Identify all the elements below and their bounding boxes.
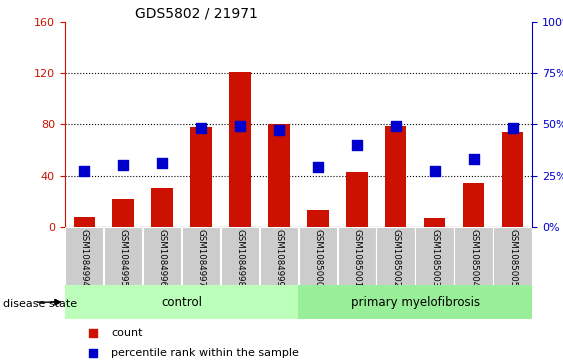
Text: disease state: disease state [3, 299, 77, 309]
Text: GSM1084996: GSM1084996 [158, 229, 167, 287]
Bar [415, 227, 454, 285]
Bar [229, 72, 251, 227]
Text: count: count [111, 328, 143, 338]
Bar [74, 217, 95, 227]
Point [88, 350, 97, 355]
Point [158, 160, 167, 166]
Text: GSM1085001: GSM1085001 [352, 229, 361, 287]
Bar [493, 227, 532, 285]
Bar [463, 183, 484, 227]
Bar [454, 227, 493, 285]
Text: GSM1084995: GSM1084995 [119, 229, 128, 287]
Text: GSM1084998: GSM1084998 [235, 229, 244, 287]
Bar [346, 172, 368, 227]
Bar [65, 227, 104, 285]
Bar [502, 132, 523, 227]
Bar [298, 227, 337, 285]
Bar [377, 227, 415, 285]
Bar [260, 227, 298, 285]
Text: GDS5802 / 21971: GDS5802 / 21971 [135, 7, 258, 21]
Text: GSM1085005: GSM1085005 [508, 229, 517, 287]
Text: GSM1085004: GSM1085004 [469, 229, 478, 287]
Point [352, 142, 361, 148]
Point [391, 123, 400, 129]
Text: percentile rank within the sample: percentile rank within the sample [111, 347, 300, 358]
Text: control: control [161, 296, 202, 309]
Bar [190, 127, 212, 227]
Bar [268, 124, 289, 227]
Text: GSM1084997: GSM1084997 [196, 229, 205, 287]
Text: GSM1084994: GSM1084994 [80, 229, 89, 287]
Point [235, 123, 244, 129]
Point [88, 330, 97, 336]
Point [274, 127, 283, 133]
Bar [143, 227, 181, 285]
Point [196, 126, 205, 131]
Text: GSM1085000: GSM1085000 [314, 229, 323, 287]
Text: GSM1085002: GSM1085002 [391, 229, 400, 287]
Point [314, 164, 323, 170]
Point [469, 156, 478, 162]
Point [508, 126, 517, 131]
Bar [424, 218, 445, 227]
Bar [65, 285, 298, 319]
Bar [104, 227, 142, 285]
Text: primary myelofibrosis: primary myelofibrosis [351, 296, 480, 309]
Text: GSM1084999: GSM1084999 [274, 229, 283, 286]
Bar [307, 210, 329, 227]
Bar [113, 199, 134, 227]
Point [430, 168, 439, 174]
Bar [338, 227, 376, 285]
Bar [221, 227, 259, 285]
Bar [182, 227, 220, 285]
Bar [385, 126, 406, 227]
Bar [151, 188, 173, 227]
Text: GSM1085003: GSM1085003 [430, 229, 439, 287]
Point [119, 163, 128, 168]
Point [80, 168, 89, 174]
Bar [298, 285, 532, 319]
